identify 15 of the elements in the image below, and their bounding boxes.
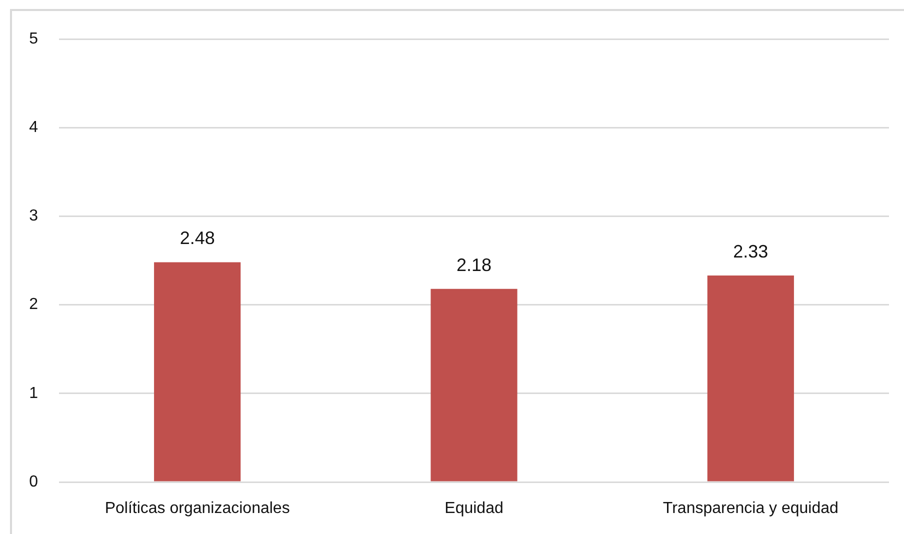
y-tick-label: 3 [29, 208, 38, 225]
bar [707, 276, 794, 482]
y-tick-label: 2 [29, 296, 38, 314]
data-label: 2.48 [180, 228, 215, 248]
bar [430, 288, 518, 482]
y-tick-label: 5 [29, 30, 38, 48]
data-label: 2.33 [733, 242, 768, 262]
x-tick-label: Transparencia y equidad [662, 500, 838, 518]
bar [154, 262, 241, 482]
y-tick-label: 0 [29, 473, 38, 490]
data-label: 2.18 [456, 254, 492, 275]
y-tick-label: 4 [29, 119, 38, 136]
x-tick-label: Equidad [444, 500, 504, 518]
y-tick-label: 1 [29, 384, 38, 402]
x-tick-label: Políticas organizacionales [104, 500, 290, 518]
